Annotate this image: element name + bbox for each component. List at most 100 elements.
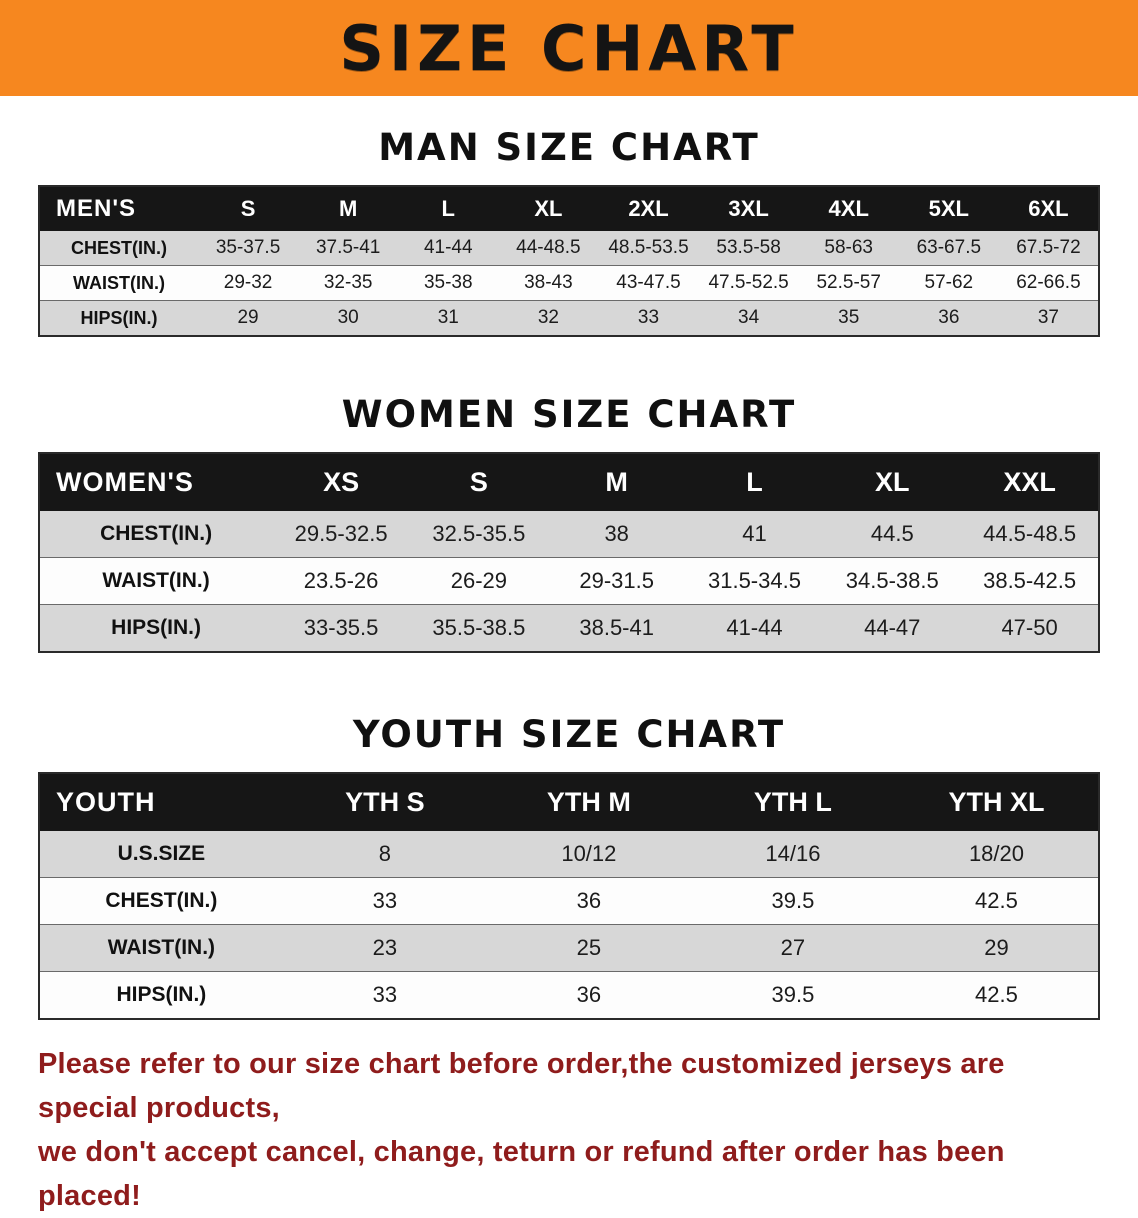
table-row: WAIST(IN.) 23 25 27 29 (39, 924, 1099, 972)
size-value-cell: 33 (372, 888, 398, 913)
size-value-cell: 39.5 (771, 888, 815, 913)
size-value-cell: 52.5-57 (816, 272, 881, 293)
size-value-cell: 41 (742, 521, 767, 546)
size-column-header: YTH S (282, 773, 487, 831)
women-size-section: WOMEN SIZE CHART WOMEN'S XS S M L XL XXL CHEST(… (0, 393, 1138, 653)
size-column-header: YTH L (690, 773, 895, 831)
size-value-cell: 27 (780, 935, 806, 960)
size-value-cell: 43-47.5 (616, 272, 681, 293)
size-value-cell: 32-35 (323, 272, 373, 293)
size-value-cell: 44.5 (870, 521, 914, 546)
size-value-cell: 32 (537, 307, 559, 328)
mens-size-table: MEN'S S M L XL 2XL 3XL 4XL 5XL 6XL CHEST(IN.) 35-37… (38, 185, 1100, 337)
row-label: U.S.SIZE (117, 842, 206, 865)
size-value-cell: 37.5-41 (315, 237, 381, 258)
table-header-row: WOMEN'S XS S M L XL XXL (39, 453, 1099, 511)
size-value-cell: 63-67.5 (916, 237, 982, 258)
table-header-row: YOUTH YTH S YTH M YTH L YTH XL (39, 773, 1099, 831)
size-value-cell: 58-63 (824, 237, 874, 258)
size-value-cell: 53.5-58 (716, 237, 781, 258)
size-column-header: S (198, 186, 299, 231)
table-corner-label: WOMEN'S (39, 453, 273, 511)
size-value-cell: 44-47 (864, 615, 921, 640)
disclaimer-line-2: we don't accept cancel, change, teturn o… (38, 1136, 1005, 1212)
size-column-header: XL (823, 453, 962, 511)
table-row: U.S.SIZE 8 10/12 14/16 18/20 (39, 831, 1099, 878)
size-value-cell: 25 (576, 935, 602, 960)
table-row: WAIST(IN.) 29-32 32-35 35-38 38-43 43-47.5 47.… (39, 265, 1099, 301)
size-value-cell: 29 (237, 307, 259, 328)
size-value-cell: 42.5 (975, 982, 1018, 1007)
table-row: HIPS(IN.) 33-35.5 35.5-38.5 38.5-41 41-44 44-… (39, 604, 1099, 652)
table-row: CHEST(IN.) 35-37.5 37.5-41 41-44 44-48.5 48.5… (39, 231, 1099, 266)
size-value-cell: 34 (738, 307, 760, 328)
row-label: HIPS(IN.) (116, 983, 207, 1006)
size-column-header: L (398, 186, 499, 231)
size-column-header: L (685, 453, 824, 511)
table-row: CHEST(IN.) 33 36 39.5 42.5 (39, 877, 1099, 925)
size-value-cell: 35 (838, 307, 860, 328)
row-label: HIPS(IN.) (111, 616, 202, 639)
size-column-header: 2XL (598, 186, 699, 231)
size-value-cell: 41-44 (423, 237, 473, 258)
size-value-cell: 36 (576, 888, 602, 913)
youth-section-title: YOUTH SIZE CHART (352, 713, 786, 756)
size-value-cell: 38 (604, 521, 629, 546)
row-label: CHEST(IN.) (105, 889, 218, 912)
table-corner-label: YOUTH (39, 773, 283, 831)
size-column-header: XXL (961, 453, 1099, 511)
table-row: HIPS(IN.) 29 30 31 32 33 34 35 36 37 (39, 300, 1099, 336)
womens-size-table: WOMEN'S XS S M L XL XXL CHEST(IN.) 29.5-32.5 32.5… (38, 452, 1100, 653)
size-value-cell: 14/16 (765, 841, 821, 866)
size-value-cell: 47-50 (1001, 615, 1058, 640)
size-value-cell: 37 (1037, 307, 1059, 328)
size-value-cell: 33 (372, 982, 398, 1007)
size-value-cell: 35-38 (423, 272, 473, 293)
youth-size-section: YOUTH SIZE CHART YOUTH YTH S YTH M YTH L YTH… (0, 713, 1138, 1020)
size-value-cell: 35-37.5 (215, 237, 281, 258)
size-value-cell: 29 (984, 935, 1009, 960)
size-column-header: 6XL (998, 186, 1099, 231)
size-value-cell: 8 (378, 841, 391, 866)
table-corner-label: MEN'S (39, 186, 198, 231)
men-size-section: MAN SIZE CHART MEN'S S M L XL 2XL 3XL 4XL 5XL 6XL… (0, 126, 1138, 337)
size-column-header: 5XL (898, 186, 999, 231)
row-label: CHEST(IN.) (71, 237, 167, 258)
size-value-cell: 44.5-48.5 (983, 521, 1077, 546)
size-column-header: S (409, 453, 548, 511)
size-column-header: M (547, 453, 686, 511)
women-section-title: WOMEN SIZE CHART (341, 393, 797, 436)
size-value-cell: 23.5-26 (303, 568, 379, 593)
size-chart-banner: SIZE CHART (0, 0, 1138, 96)
size-column-header: XL (498, 186, 599, 231)
size-value-cell: 18/20 (968, 841, 1024, 866)
banner-title: SIZE CHART (339, 11, 799, 85)
size-value-cell: 34.5-38.5 (845, 568, 939, 593)
size-value-cell: 30 (337, 307, 359, 328)
disclaimer: Please refer to our size chart before or… (38, 1042, 1100, 1218)
size-value-cell: 35.5-38.5 (432, 615, 526, 640)
row-label: CHEST(IN.) (100, 522, 213, 545)
size-value-cell: 29.5-32.5 (294, 521, 388, 546)
size-column-header: YTH M (486, 773, 691, 831)
size-value-cell: 29-31.5 (579, 568, 654, 593)
size-column-header: 3XL (698, 186, 799, 231)
size-value-cell: 57-62 (924, 272, 974, 293)
row-label: WAIST(IN.) (73, 272, 165, 293)
table-row: CHEST(IN.) 29.5-32.5 32.5-35.5 38 41 44.5 44.5… (39, 511, 1099, 558)
size-value-cell: 10/12 (561, 841, 617, 866)
size-value-cell: 47.5-52.5 (708, 272, 789, 293)
size-column-header: YTH XL (894, 773, 1099, 831)
size-value-cell: 38.5-41 (579, 615, 654, 640)
size-value-cell: 31.5-34.5 (707, 568, 801, 593)
size-value-cell: 36 (576, 982, 602, 1007)
size-value-cell: 23 (372, 935, 398, 960)
row-label: HIPS(IN.) (80, 307, 158, 328)
size-value-cell: 62-66.5 (1016, 272, 1081, 293)
size-value-cell: 44-48.5 (516, 237, 581, 258)
table-row: HIPS(IN.) 33 36 39.5 42.5 (39, 971, 1099, 1019)
youth-size-table: YOUTH YTH S YTH M YTH L YTH XL U.S.SIZE 8 10/12… (38, 772, 1100, 1020)
size-value-cell: 32.5-35.5 (432, 521, 526, 546)
size-column-header: 4XL (798, 186, 899, 231)
size-value-cell: 26-29 (450, 568, 508, 593)
